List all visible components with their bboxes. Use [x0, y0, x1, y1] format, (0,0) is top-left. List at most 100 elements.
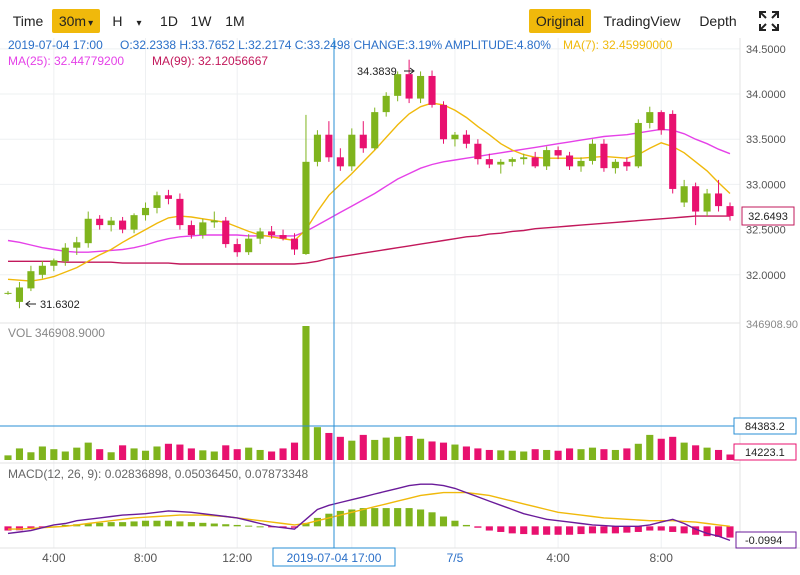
legend-ma7: MA(7): 32.45990000 — [563, 38, 673, 52]
volume-bar — [4, 455, 12, 460]
crosshair-time-label: 2019-07-04 17:00 — [287, 551, 382, 565]
macd-histogram-bar — [669, 526, 677, 532]
candle-body — [84, 218, 92, 244]
volume-bar — [451, 444, 459, 460]
macd-histogram-bar — [199, 522, 207, 527]
macd-histogram-bar — [302, 523, 310, 527]
volume-bar — [73, 447, 81, 460]
volume-pane — [4, 326, 734, 460]
volume-bar — [176, 444, 184, 460]
volume-bar — [61, 451, 69, 460]
volume-bar — [497, 450, 505, 460]
candle-body — [657, 112, 665, 131]
tradingview-button[interactable]: TradingView — [603, 13, 681, 29]
interval-1d-button[interactable]: 1D — [160, 13, 178, 29]
candle-body — [15, 287, 24, 302]
macd-histogram-bar — [703, 526, 711, 537]
macd-histogram-bar — [245, 525, 253, 527]
fullscreen-icon[interactable] — [756, 8, 782, 32]
candle-body — [141, 207, 150, 216]
volume-bar — [290, 442, 299, 460]
macd-histogram-bar — [187, 522, 195, 527]
volume-bar — [348, 440, 356, 460]
volume-bar — [600, 449, 608, 460]
candle-body — [199, 222, 207, 236]
volume-bar — [359, 434, 367, 460]
macd-histogram-bar — [210, 523, 218, 527]
x-tick-label: 8:00 — [650, 551, 674, 565]
interval-1m-button[interactable]: 1M — [225, 13, 245, 29]
macd-histogram-bar — [405, 508, 413, 527]
macd-histogram-bar — [382, 508, 390, 527]
volume-bar — [703, 447, 711, 460]
candle-body — [336, 157, 344, 167]
candle-body — [107, 220, 115, 226]
volume-bar — [256, 449, 264, 460]
interval-label: 30m — [58, 13, 87, 29]
volume-bar — [554, 450, 562, 460]
volume-bar — [164, 443, 172, 460]
volume-bar — [130, 448, 138, 460]
candle-body — [313, 134, 321, 162]
candle-body — [692, 186, 700, 212]
macd-histogram-bar — [176, 521, 184, 527]
candle-body — [566, 155, 574, 167]
candle-body — [164, 195, 172, 199]
original-view-button[interactable]: Original — [529, 9, 591, 33]
volume-bar — [520, 451, 528, 460]
macd-value-box — [735, 531, 797, 549]
hour-label: H — [112, 13, 123, 29]
macd-histogram-bar — [428, 512, 436, 527]
candle-body — [726, 206, 734, 217]
candle-body — [38, 265, 46, 275]
volume-bar — [634, 443, 642, 460]
interval-1w-button[interactable]: 1W — [190, 13, 212, 29]
volume-bar — [543, 449, 551, 460]
price-axis: 34.5000 34.0000 33.5000 33.0000 32.5000 32.00… — [746, 44, 786, 282]
macd-histogram-bar — [566, 526, 574, 535]
volume-bar — [646, 434, 654, 460]
low-annotation: 31.6302 — [40, 299, 80, 311]
macd-histogram-bar — [119, 522, 127, 527]
ma25-line — [7, 128, 731, 253]
volume-bar — [336, 436, 344, 460]
candle-body — [359, 134, 367, 149]
candle-body — [646, 112, 654, 123]
chart-toolbar: Time 30m ▾ H ▾ 1D 1W 1M Original TradingVi… — [0, 0, 800, 36]
candle-body — [497, 161, 505, 165]
hour-interval-button[interactable]: H ▾ — [104, 9, 150, 33]
legend-macd: MACD(12, 26, 9): 0.02836898, 0.05036450,… — [8, 467, 309, 481]
candle-body — [554, 150, 562, 156]
candle-body — [96, 218, 104, 226]
volume-bar — [50, 449, 58, 460]
volume-bar — [611, 449, 619, 460]
candle-body — [176, 198, 184, 226]
macd-histogram-bar — [600, 526, 608, 534]
volume-bar — [657, 438, 665, 460]
volume-bar — [313, 427, 321, 460]
macd-histogram-bar — [543, 526, 551, 535]
interval-30m-button[interactable]: 30m ▾ — [52, 9, 100, 33]
legend-ma25: MA(25): 32.44779200 — [8, 54, 124, 68]
macd-histogram-bar — [359, 508, 367, 527]
candle-body — [187, 225, 195, 236]
macd-histogram-bar — [439, 516, 448, 527]
y-tick-label: 32.5000 — [746, 225, 786, 237]
volume-bar — [474, 448, 482, 460]
candle-body — [268, 231, 276, 236]
volume-bar — [325, 432, 333, 460]
chevron-down-icon: ▾ — [88, 18, 94, 29]
candle-body — [474, 143, 482, 160]
depth-button[interactable]: Depth — [699, 13, 737, 29]
macd-histogram-bar — [623, 526, 631, 533]
macd-histogram-bar — [164, 520, 172, 527]
last-vol-label: 14223.1 — [745, 447, 785, 459]
macd-histogram-bar — [394, 508, 402, 527]
volume-bar — [692, 445, 700, 460]
high-annotation: 34.3839 — [357, 66, 397, 78]
volume-bar — [119, 445, 127, 460]
macd-histogram-bar — [588, 526, 597, 534]
candle-body — [531, 157, 539, 167]
time-button[interactable]: Time — [12, 13, 44, 29]
